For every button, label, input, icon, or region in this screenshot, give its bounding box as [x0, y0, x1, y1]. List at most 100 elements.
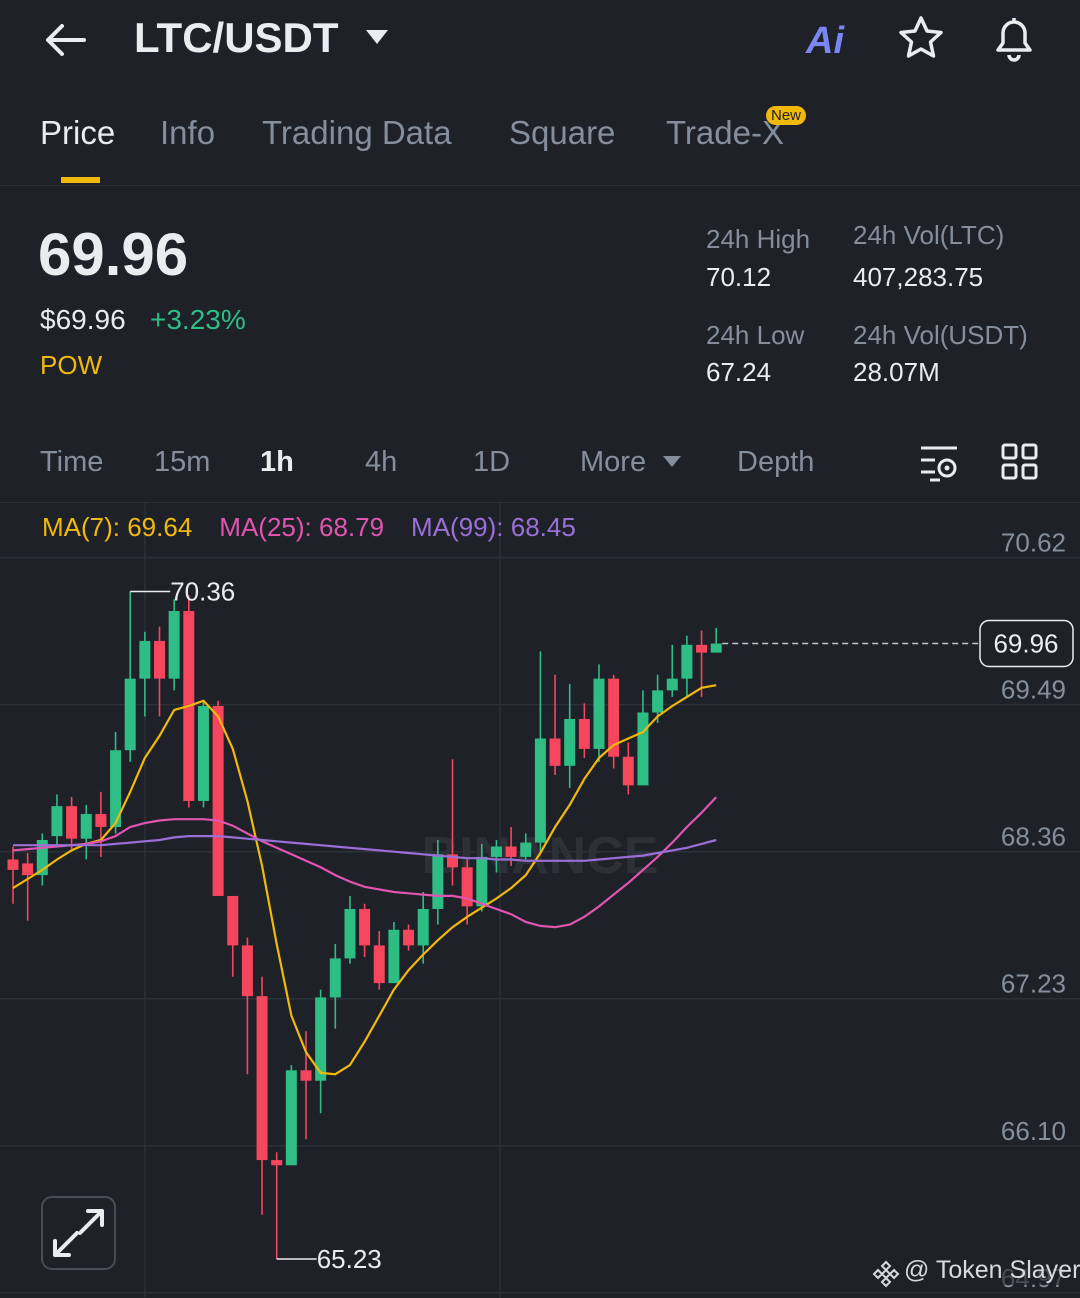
- candle-body: [271, 1160, 283, 1166]
- last-price: 69.96: [38, 221, 189, 288]
- watermark: @ Token Slayer: [904, 1256, 1080, 1285]
- candle-body: [373, 945, 385, 984]
- new-badge: New: [766, 106, 807, 125]
- candle-body: [622, 756, 634, 786]
- interval-tab[interactable]: More: [580, 446, 647, 478]
- ai-button[interactable]: Ai: [806, 20, 844, 62]
- candle-body: [403, 929, 415, 946]
- more-dropdown[interactable]: [662, 455, 682, 469]
- back-button[interactable]: [40, 18, 90, 62]
- y-tick-label: 66.10: [1001, 1116, 1066, 1146]
- tab[interactable]: Info: [160, 114, 216, 151]
- candle-body: [652, 690, 664, 713]
- favorite-button[interactable]: [896, 14, 946, 64]
- candle-body: [300, 1070, 312, 1081]
- layout-button[interactable]: [1000, 442, 1040, 482]
- candle-body: [637, 712, 649, 786]
- stat-value: 407,283.75: [853, 262, 984, 292]
- candle-body: [578, 718, 590, 749]
- last-price-tag: [979, 619, 1074, 668]
- tab[interactable]: Square: [509, 114, 616, 151]
- candle-body: [520, 842, 532, 857]
- candle-body: [666, 678, 678, 691]
- tab[interactable]: Trade-X: [666, 114, 784, 151]
- candle-body: [593, 678, 605, 749]
- candle-body: [461, 867, 473, 907]
- candle-body: [51, 806, 63, 837]
- candle-body: [490, 846, 502, 857]
- candlestick-chart: BINANCE70.6269.4968.3667.2366.1064.9770.…: [0, 503, 1080, 1298]
- candle-body: [564, 718, 576, 766]
- candle-body: [36, 839, 48, 876]
- legend-entry: MA(99): 68.45: [411, 512, 576, 542]
- high-label: 70.36: [170, 576, 235, 606]
- interval-tab[interactable]: Time: [40, 446, 104, 478]
- ma-line: [12, 684, 717, 1076]
- ma-legend: MA(7): 69.64 MA(25): 68.79 MA(99): 68.45: [42, 512, 576, 543]
- candle-body: [344, 908, 356, 959]
- stat-value: 28.07M: [853, 357, 940, 387]
- pair-dropdown[interactable]: [364, 28, 390, 46]
- candle-body: [139, 640, 151, 679]
- alert-button[interactable]: [988, 12, 1040, 64]
- tab-indicator: [61, 177, 100, 183]
- candle-body: [212, 705, 224, 896]
- stat-value: 67.24: [706, 357, 772, 387]
- tab[interactable]: Price: [40, 114, 116, 151]
- interval-tab[interactable]: 1h: [260, 446, 294, 478]
- candle-body: [608, 678, 620, 757]
- candle-body: [124, 678, 136, 751]
- candle-body: [534, 738, 546, 843]
- stat-label: 24h Vol(LTC): [853, 220, 1005, 250]
- candle-body: [7, 859, 19, 870]
- candle-body: [681, 644, 693, 679]
- candle-body: [447, 854, 458, 868]
- candle-body: [432, 854, 444, 909]
- binance-logo: [872, 1260, 900, 1288]
- pair-title[interactable]: LTC/USDT: [134, 14, 339, 61]
- candle-body: [154, 640, 165, 679]
- candle-body: [505, 846, 517, 857]
- interval-tab[interactable]: 1D: [473, 446, 511, 478]
- candle-body: [315, 997, 327, 1081]
- candle-body: [710, 643, 722, 653]
- y-tick-label: 70.62: [1001, 528, 1066, 558]
- candle-body: [388, 929, 400, 984]
- last-price-label: 69.96: [993, 629, 1058, 659]
- y-tick-label: 69.49: [1001, 675, 1066, 705]
- candle-body: [80, 813, 92, 839]
- interval-tab[interactable]: Depth: [737, 446, 815, 478]
- candle-body: [66, 806, 78, 839]
- y-tick-label: 68.36: [1001, 822, 1066, 852]
- legend-entry: MA(25): 68.79: [219, 512, 385, 542]
- candle-body: [168, 610, 180, 679]
- candle-body: [110, 750, 122, 827]
- interval-tab[interactable]: 15m: [154, 446, 211, 478]
- stat-label: 24h Vol(USDT): [853, 320, 1028, 350]
- stat-label: 24h Low: [706, 320, 805, 350]
- pair-tag[interactable]: POW: [40, 350, 103, 380]
- low-label: 65.23: [317, 1244, 382, 1274]
- stat-label: 24h High: [706, 224, 811, 254]
- candle-body: [22, 863, 34, 876]
- candle-body: [549, 738, 561, 766]
- candle-body: [329, 958, 341, 998]
- fullscreen-button[interactable]: [41, 1196, 116, 1270]
- candle-body: [227, 895, 239, 946]
- interval-tab[interactable]: 4h: [365, 446, 398, 478]
- indicator-settings[interactable]: [918, 442, 960, 484]
- candle-body: [359, 908, 371, 946]
- candle-body: [256, 996, 268, 1161]
- y-tick-label: 67.23: [1001, 969, 1066, 999]
- candle-body: [285, 1070, 297, 1166]
- divider: [0, 502, 1080, 503]
- candle-body: [696, 644, 708, 653]
- candle-body: [476, 856, 488, 907]
- legend-entry: MA(7): 69.64: [42, 512, 193, 542]
- candle-body: [241, 945, 253, 997]
- price-change: +3.23%: [150, 304, 246, 335]
- usd-price: $69.96: [40, 304, 126, 335]
- ma-line: [12, 796, 718, 929]
- tab[interactable]: Trading Data: [262, 114, 452, 151]
